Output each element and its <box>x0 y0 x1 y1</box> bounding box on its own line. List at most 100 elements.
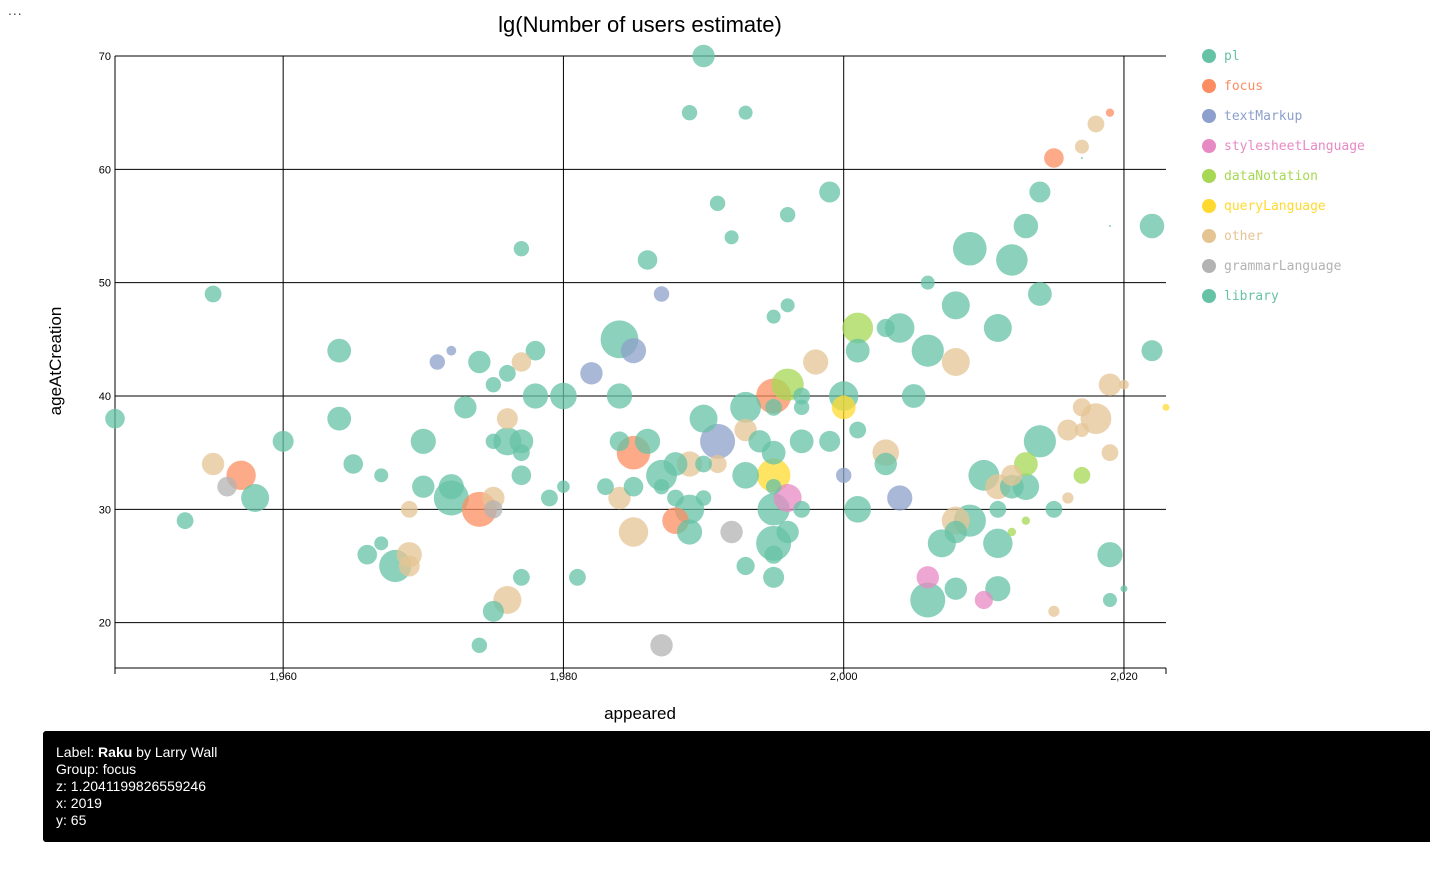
bubble-pl[interactable] <box>953 231 987 266</box>
bubble-other[interactable] <box>803 349 829 375</box>
bubble-pl[interactable] <box>1141 340 1163 362</box>
bubble-dataNotation[interactable] <box>1073 466 1091 484</box>
bubble-other[interactable] <box>1048 605 1060 617</box>
bubble-pl[interactable] <box>996 244 1028 276</box>
bubble-pl[interactable] <box>498 364 516 382</box>
bubble-dataNotation[interactable] <box>842 312 874 344</box>
bubble-pl[interactable] <box>676 519 703 545</box>
bubble-pl[interactable] <box>374 468 389 483</box>
legend-item-queryLanguage[interactable]: queryLanguage <box>1202 199 1326 214</box>
bubble-pl[interactable] <box>653 478 670 495</box>
bubble-stylesheetLanguage[interactable] <box>974 590 993 610</box>
bubble-pl[interactable] <box>845 338 870 363</box>
bubble-pl[interactable] <box>876 318 895 338</box>
bubble-pl[interactable] <box>454 396 477 419</box>
bubble-pl[interactable] <box>482 600 504 622</box>
bubble-other[interactable] <box>941 348 970 376</box>
bubble-pl[interactable] <box>623 476 644 497</box>
bubble-pl[interactable] <box>511 465 532 486</box>
bubble-pl[interactable] <box>525 340 546 361</box>
bubble-pl[interactable] <box>667 489 684 507</box>
bubble-pl[interactable] <box>793 399 810 416</box>
bubble-pl[interactable] <box>1139 213 1165 239</box>
bubble-pl[interactable] <box>241 484 270 512</box>
bubble-pl[interactable] <box>709 195 726 212</box>
bubble-pl[interactable] <box>779 206 796 223</box>
bubble-queryLanguage[interactable] <box>1162 403 1170 411</box>
bubble-dataNotation[interactable] <box>1021 516 1031 525</box>
bubble-pl[interactable] <box>1027 282 1052 306</box>
bubble-pl[interactable] <box>901 384 926 408</box>
bubble-other[interactable] <box>400 500 418 518</box>
bubble-other[interactable] <box>708 454 727 474</box>
bubble-pl[interactable] <box>944 577 967 600</box>
bubble-other[interactable] <box>1072 398 1092 417</box>
legend-item-dataNotation[interactable]: dataNotation <box>1202 169 1318 184</box>
bubble-pl[interactable] <box>736 556 755 576</box>
bubble-pl[interactable] <box>1080 156 1083 160</box>
bubble-pl[interactable] <box>844 496 872 523</box>
bubble-pl[interactable] <box>1108 224 1111 228</box>
bubble-other[interactable] <box>1074 139 1089 154</box>
bubble-other[interactable] <box>618 517 649 547</box>
bubble-queryLanguage[interactable] <box>831 395 856 420</box>
bubble-pl[interactable] <box>748 430 771 453</box>
bubble-pl[interactable] <box>732 462 759 489</box>
bubble-pl[interactable] <box>1097 542 1123 568</box>
bubble-other[interactable] <box>398 555 420 577</box>
bubble-pl[interactable] <box>105 408 125 429</box>
bubble-pl[interactable] <box>941 291 970 320</box>
bubble-pl[interactable] <box>695 455 712 473</box>
bubble-other[interactable] <box>1119 379 1129 390</box>
bubble-pl[interactable] <box>944 520 967 544</box>
bubble-pl[interactable] <box>819 181 841 203</box>
bubble-pl[interactable] <box>911 334 944 367</box>
bubble-pl[interactable] <box>512 444 530 462</box>
bubble-pl[interactable] <box>412 475 435 498</box>
legend-item-library[interactable]: library <box>1202 289 1279 304</box>
bubble-pl[interactable] <box>176 512 194 530</box>
bubble-pl[interactable] <box>763 566 785 588</box>
bubble-pl[interactable] <box>663 452 688 476</box>
bubble-pl[interactable] <box>485 433 502 450</box>
bubble-textMarkup[interactable] <box>653 286 670 302</box>
legend-item-textMarkup[interactable]: textMarkup <box>1202 109 1302 124</box>
bubble-pl[interactable] <box>357 544 378 565</box>
bubble-pl[interactable] <box>849 421 867 439</box>
bubble-pl[interactable] <box>327 406 352 431</box>
bubble-pl[interactable] <box>374 536 389 551</box>
bubble-pl[interactable] <box>766 309 781 324</box>
bubble-other[interactable] <box>1062 492 1074 504</box>
bubble-textMarkup[interactable] <box>700 423 736 459</box>
bubble-pl[interactable] <box>983 314 1012 342</box>
bubble-focus[interactable] <box>1044 148 1064 168</box>
bubble-pl[interactable] <box>776 520 799 544</box>
bubble-pl[interactable] <box>910 582 946 618</box>
bubble-pl[interactable] <box>637 250 658 270</box>
bubble-pl[interactable] <box>765 398 783 416</box>
bubble-pl[interactable] <box>606 383 633 409</box>
bubble-pl[interactable] <box>695 490 712 506</box>
bubble-pl[interactable] <box>343 454 364 474</box>
bubble-pl[interactable] <box>920 275 935 290</box>
more-options-icon[interactable]: ... <box>8 2 23 18</box>
bubble-pl[interactable] <box>692 44 715 68</box>
bubble-pl[interactable] <box>689 404 718 433</box>
legend-item-focus[interactable]: focus <box>1202 79 1263 94</box>
bubble-pl[interactable] <box>410 428 436 454</box>
bubble-pl[interactable] <box>557 480 570 493</box>
bubble-grammarLanguage[interactable] <box>650 634 673 657</box>
bubble-pl[interactable] <box>780 298 795 313</box>
legend-item-grammarLanguage[interactable]: grammarLanguage <box>1202 259 1342 274</box>
bubble-pl[interactable] <box>609 431 630 452</box>
bubble-other[interactable] <box>1101 444 1119 462</box>
bubble-other[interactable] <box>1074 423 1089 437</box>
bubble-pl[interactable] <box>1013 213 1039 239</box>
bubble-other[interactable] <box>201 452 225 476</box>
bubble-pl[interactable] <box>681 104 698 121</box>
bubble-textMarkup[interactable] <box>446 345 457 356</box>
bubble-textMarkup[interactable] <box>580 362 603 385</box>
bubble-stylesheetLanguage[interactable] <box>916 566 939 589</box>
bubble-pl[interactable] <box>550 382 577 410</box>
bubble-textMarkup[interactable] <box>620 338 647 364</box>
